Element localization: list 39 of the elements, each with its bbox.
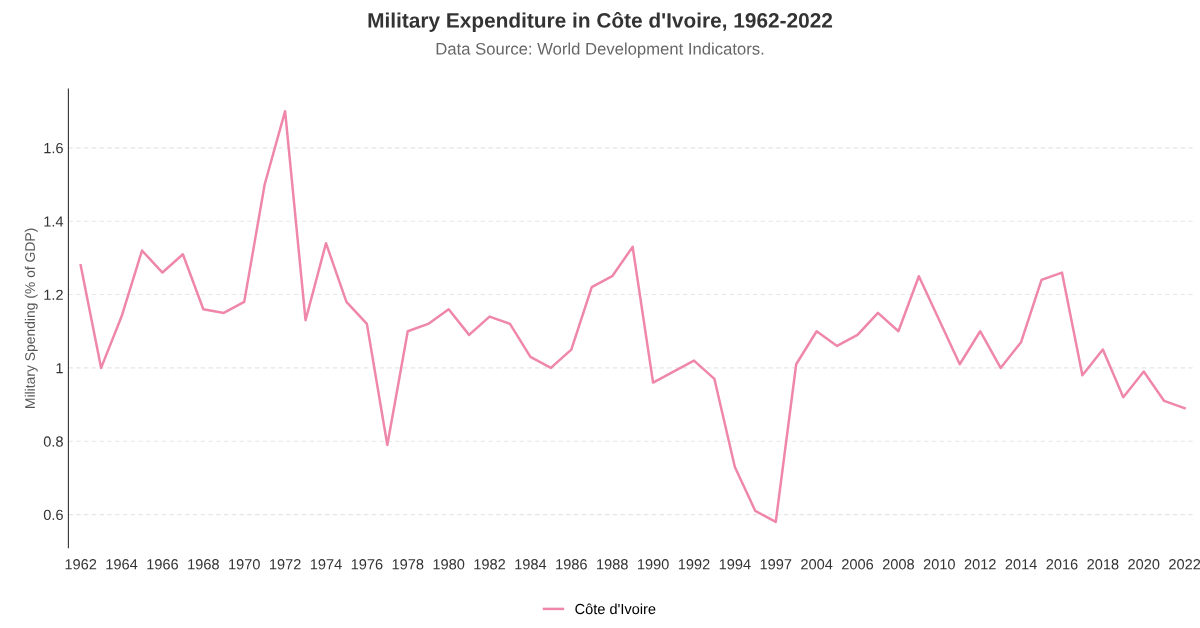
chart-subtitle: Data Source: World Development Indicators. bbox=[436, 42, 764, 59]
x-tick-label: 1978 bbox=[392, 559, 424, 570]
x-tick-label: 2004 bbox=[801, 559, 833, 570]
x-tick-label: 1974 bbox=[310, 559, 342, 570]
x-tick-label: 2012 bbox=[964, 559, 996, 570]
chart-title: Military Expenditure in Côte d'Ivoire, 1962-2022 bbox=[368, 12, 833, 32]
x-tick-label: 2010 bbox=[923, 559, 955, 570]
x-tick-label: 1962 bbox=[65, 559, 97, 570]
x-tick-label: 1966 bbox=[147, 559, 179, 570]
y-axis-title: Military Spending (% of GDP) bbox=[24, 228, 38, 408]
x-tick-label: 1988 bbox=[597, 559, 628, 570]
x-tick-label: 1986 bbox=[556, 559, 587, 570]
x-tick-label: 1980 bbox=[433, 559, 465, 570]
x-tick-label: 2018 bbox=[1087, 559, 1119, 570]
x-tick-label: 1984 bbox=[515, 559, 547, 570]
x-tick-label: 1994 bbox=[719, 559, 751, 570]
x-tick-label: 2020 bbox=[1128, 559, 1160, 570]
x-tick-label: 1976 bbox=[351, 559, 383, 570]
line-series bbox=[79, 109, 1186, 524]
x-tick-label: 2008 bbox=[882, 559, 914, 570]
x-tick-label: 1970 bbox=[229, 559, 260, 570]
x-tick-label: 1982 bbox=[474, 559, 506, 570]
legend-label: Côte d'Ivoire bbox=[575, 603, 656, 615]
x-tick-label: 1997 bbox=[760, 559, 792, 570]
y-tick-label: 0.6 bbox=[43, 509, 63, 521]
x-tick-label: 2014 bbox=[1005, 559, 1037, 570]
y-tick-label: 1 bbox=[56, 363, 63, 374]
x-tick-label: 2016 bbox=[1046, 559, 1078, 570]
x-tick-label: 1972 bbox=[270, 559, 301, 570]
y-tick-label: 1.6 bbox=[44, 142, 63, 154]
y-tick-label: 1.4 bbox=[44, 216, 64, 227]
x-tick-label: 2022 bbox=[1169, 559, 1200, 570]
x-tick-label: 1992 bbox=[678, 559, 710, 570]
x-tick-label: 1968 bbox=[188, 559, 219, 570]
x-tick-label: 1964 bbox=[106, 559, 138, 570]
x-tick-label: 1990 bbox=[637, 559, 669, 570]
x-tick-label: 2006 bbox=[842, 559, 874, 570]
y-tick-label: 1.2 bbox=[44, 289, 63, 300]
y-tick-label: 0.8 bbox=[43, 436, 63, 447]
